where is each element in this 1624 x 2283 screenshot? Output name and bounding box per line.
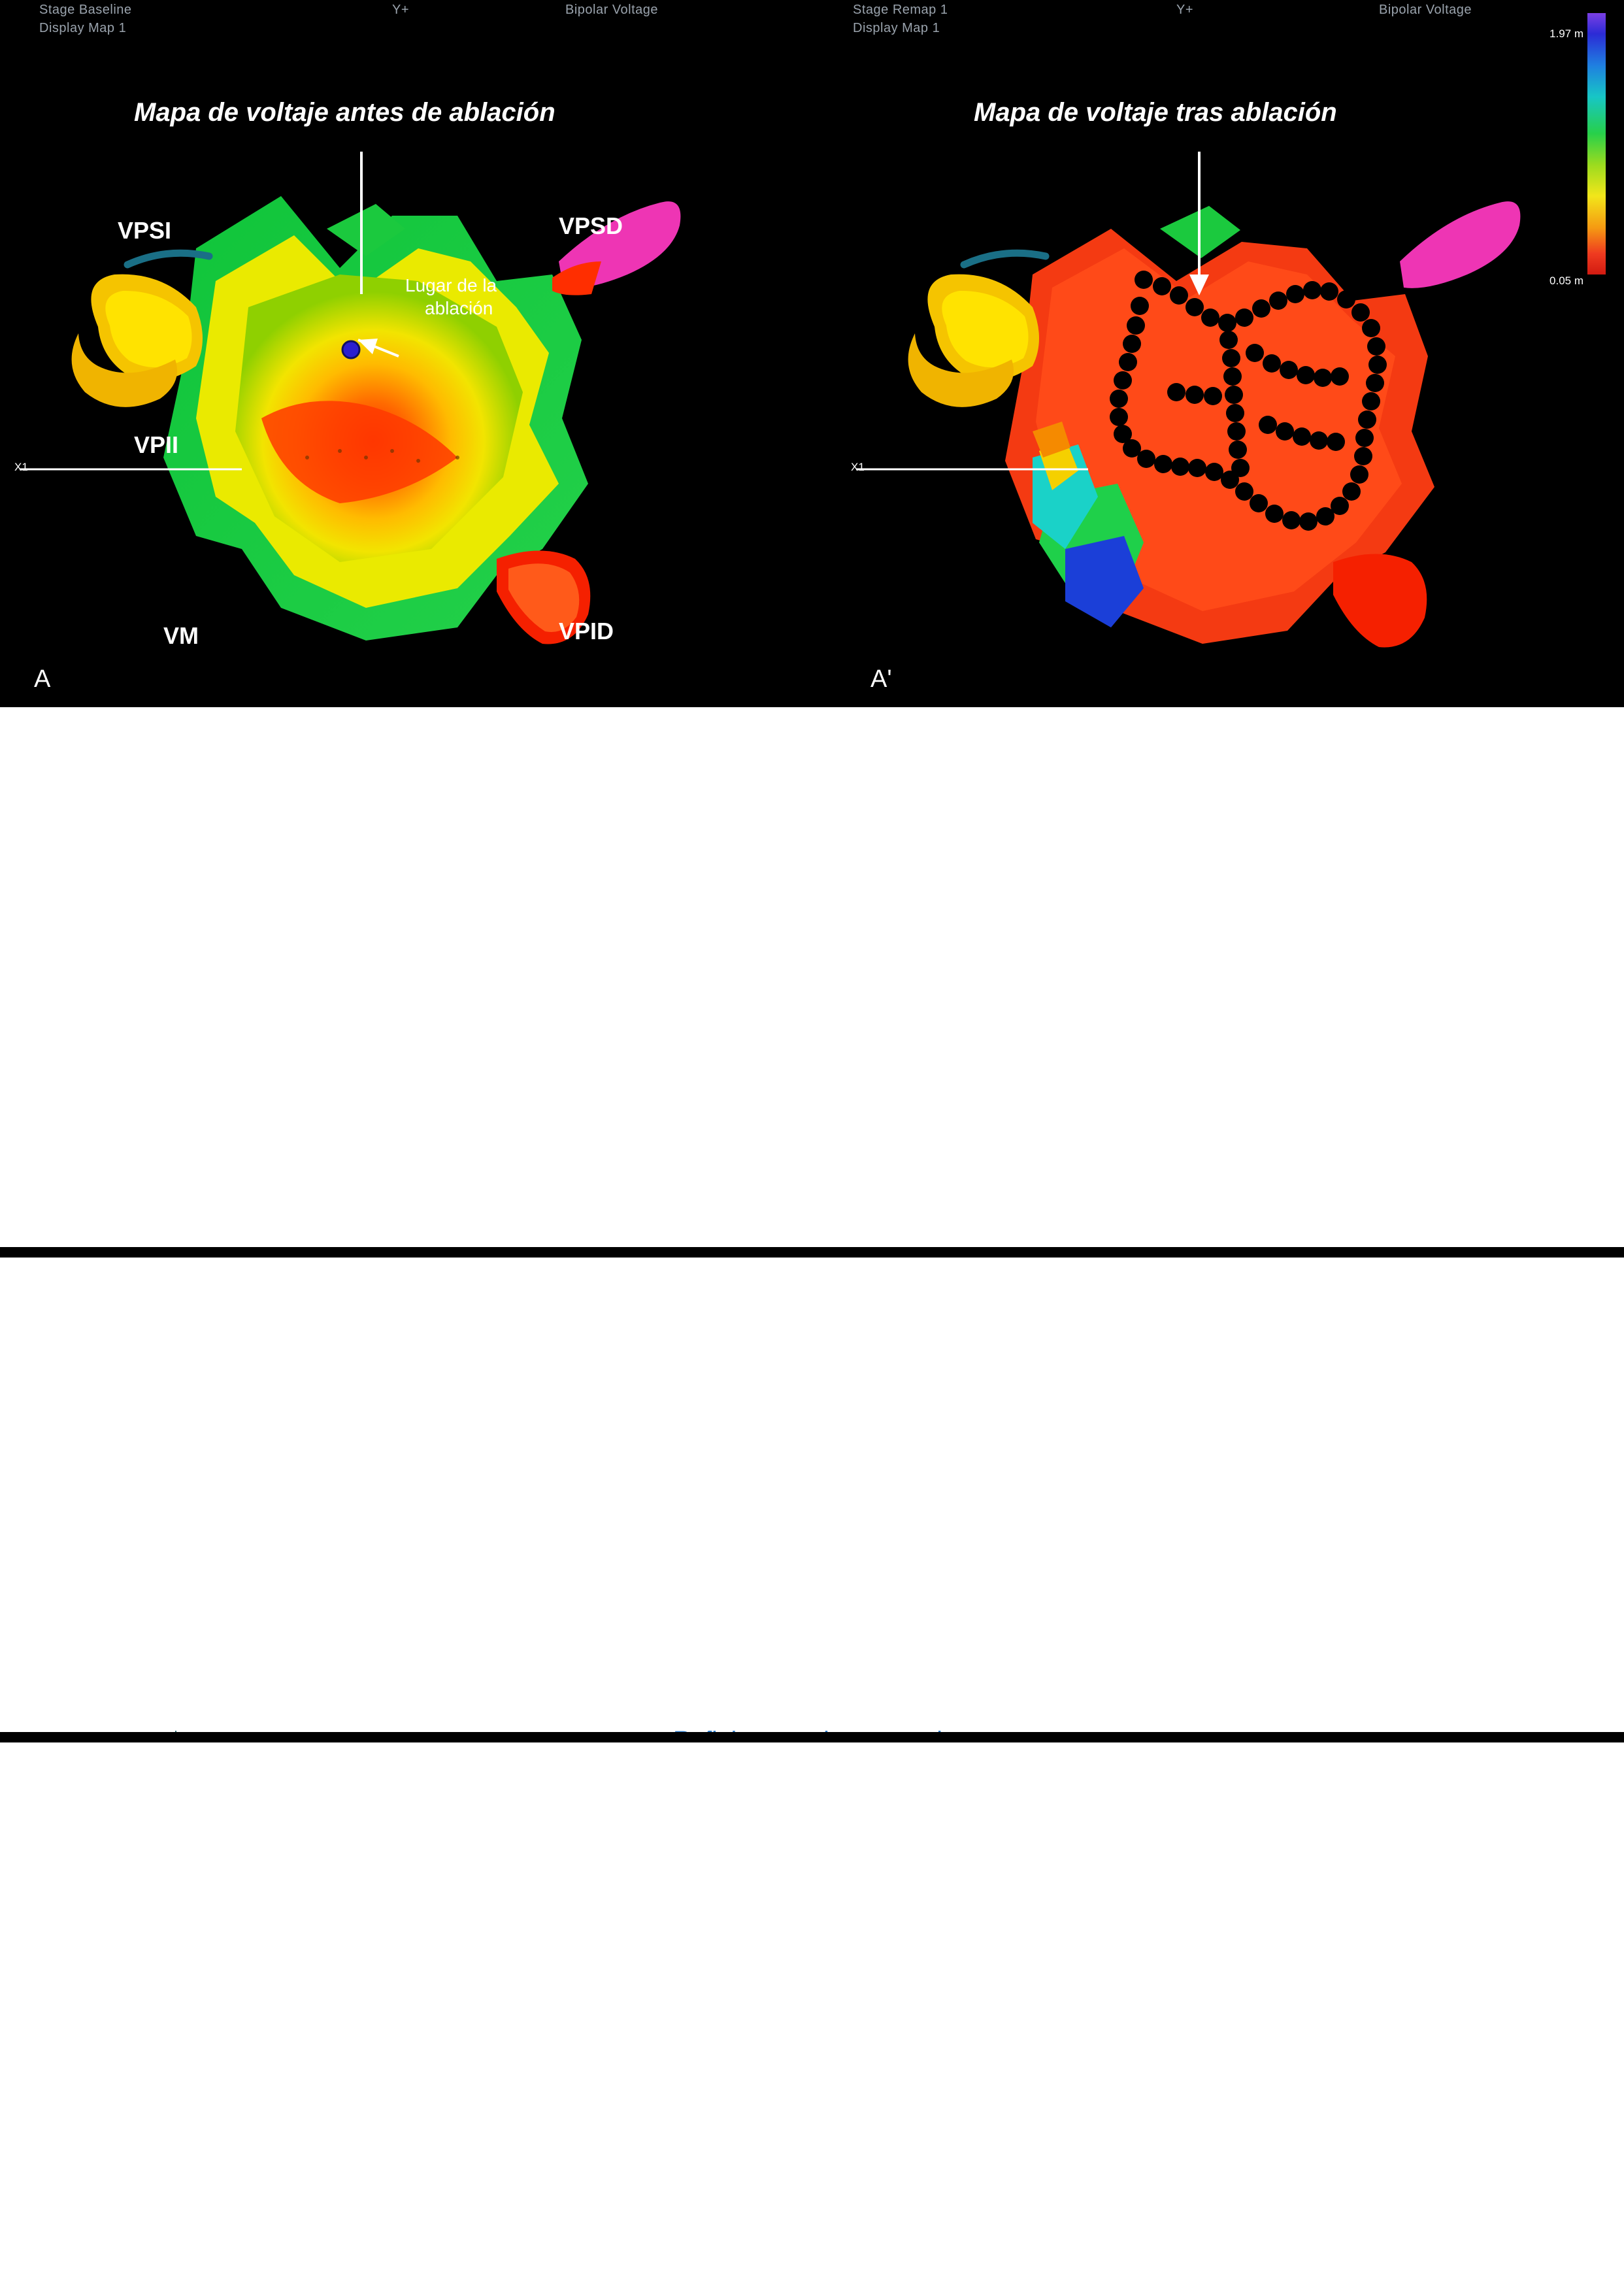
- map-header-display-left: Display Map 1: [39, 21, 127, 35]
- ablation-site-annotation-line2: ablación: [425, 298, 493, 318]
- pre-ablation-map-title: Mapa de voltaje antes de ablación: [134, 98, 555, 127]
- panel-letter-a-prime: A': [870, 665, 892, 693]
- post-ablation-map-graphic: [856, 152, 1521, 648]
- map-header-bipolar-right: Bipolar Voltage: [1379, 3, 1472, 17]
- post-ablation-map-title: Mapa de voltaje tras ablación: [974, 98, 1337, 127]
- voltage-colorbar: [1587, 13, 1606, 275]
- strip-rf3: 1–I 7–V1 12–V6 19–CS 1,2: [0, 1742, 1624, 2283]
- map-header-stage-right: Stage Remap 1: [853, 3, 948, 17]
- map-header-display-right: Display Map 1: [853, 21, 940, 35]
- map-label-vpsd: VPSD: [559, 212, 623, 239]
- strip-separator-1: [0, 1247, 1624, 1258]
- strip-separator-2: [0, 1732, 1624, 1742]
- post-map-x1-marker: X1: [851, 461, 865, 473]
- map-label-vm: VM: [163, 622, 199, 649]
- strip-rf1: 1–I 7–V1 12–V6 19–CS 1,2: [0, 707, 1624, 1963]
- map-header-yaxis-right: Y+: [1176, 3, 1194, 17]
- map-label-vpid: VPID: [559, 618, 614, 644]
- map-label-vpsi: VPSI: [118, 217, 172, 244]
- map-header-stage-left: Stage Baseline: [39, 3, 132, 17]
- ablation-site-pointer: [20, 152, 399, 471]
- panel-letter-a: A: [34, 665, 51, 693]
- colorbar-max-label: 1.97 m: [1549, 27, 1583, 40]
- pre-map-x1-marker: X1: [14, 461, 28, 473]
- map-header-bipolar-left: Bipolar Voltage: [565, 3, 659, 17]
- pre-ablation-map-graphic: [71, 196, 681, 644]
- voltage-map-panel: Stage Baseline Display Map 1 Y+ Bipolar …: [0, 0, 1624, 707]
- colorbar-min-label: 0.05 m: [1549, 275, 1583, 287]
- ablation-site-annotation-line1: Lugar de la: [405, 275, 497, 295]
- strip-rf2: 1–I 7–V1 12–V6 19–CS 1,2: [0, 1258, 1624, 1731]
- map-label-vpii: VPII: [134, 431, 179, 458]
- map-header-yaxis-left: Y+: [392, 3, 410, 17]
